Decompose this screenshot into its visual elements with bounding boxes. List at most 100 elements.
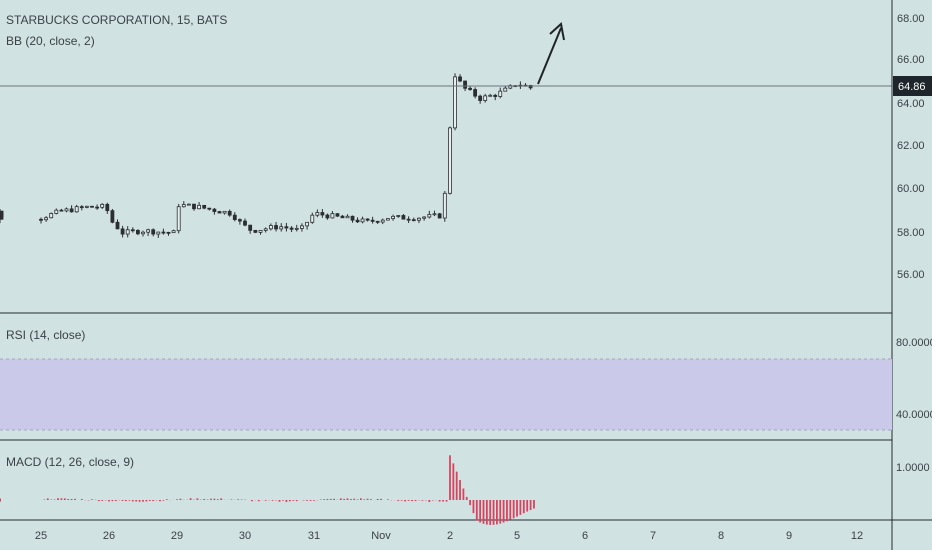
rsi-tick-label: 40.0000 [896, 409, 932, 421]
price-tick-label: 56.00 [897, 269, 925, 281]
candle-body [345, 215, 350, 219]
candle-body [463, 80, 467, 89]
price-tick-label: 62.00 [897, 140, 925, 152]
candle-body [202, 204, 207, 209]
candle-body [417, 217, 421, 221]
time-tick-label: 31 [308, 530, 320, 542]
candle-body [125, 229, 130, 235]
candle-body [39, 218, 43, 221]
candle-body [380, 219, 385, 223]
candle-body [432, 213, 437, 216]
candle-body [401, 215, 406, 220]
candle-body [0, 215, 4, 220]
candle-body [503, 87, 508, 92]
candle-body [274, 225, 278, 230]
candle-body [350, 215, 355, 221]
candle-body [186, 203, 191, 206]
macd-indicator-label[interactable]: MACD (12, 26, close, 9) [6, 455, 134, 469]
candle-body [166, 231, 171, 234]
candle-body [54, 209, 59, 214]
candle-body [49, 213, 54, 219]
candle-body [243, 220, 247, 226]
candle-body [396, 215, 401, 217]
price-tick-label: 68.00 [897, 13, 925, 25]
candle-body [176, 206, 181, 232]
candle-body [458, 76, 462, 82]
price-tick-label: 64.00 [897, 98, 925, 110]
price-tick-label: 66.00 [897, 54, 925, 66]
candle-body [320, 212, 325, 216]
price-pane[interactable] [0, 22, 892, 238]
candle-body [310, 214, 315, 223]
candle-body [437, 213, 442, 219]
price-tick-label: 58.00 [897, 227, 925, 239]
candle-body [422, 216, 427, 219]
candle-body [161, 231, 166, 234]
candle-body [528, 85, 533, 89]
candle-body [305, 221, 310, 227]
candle-body [453, 76, 457, 129]
candle-body [300, 225, 304, 229]
candle-body [478, 95, 483, 101]
candle-body [156, 231, 161, 235]
candle-body [110, 210, 115, 223]
time-axis[interactable]: 25 26 29 30 31 Nov 2 5 6 7 8 9 12 [35, 530, 863, 542]
candle-body [227, 210, 232, 216]
candlesticks [0, 73, 533, 238]
rsi-indicator-label[interactable]: RSI (14, close) [6, 328, 85, 342]
time-tick-label: 12 [851, 530, 863, 542]
candle-body [468, 87, 473, 90]
candle-body [232, 214, 237, 221]
candle-body [151, 229, 156, 235]
price-axis[interactable]: 68.00 66.00 64.00 62.00 60.00 58.00 56.0… [893, 13, 932, 474]
candle-body [258, 229, 263, 233]
candle-body [483, 95, 488, 101]
candle-body [95, 206, 99, 209]
candle-body [115, 221, 120, 230]
candle-body [237, 219, 242, 222]
candle-body [222, 210, 227, 214]
candle-body [279, 226, 284, 230]
candle-body [192, 203, 196, 210]
price-tick-label: 60.00 [897, 183, 925, 195]
candle-body [370, 219, 375, 222]
time-tick-label: 30 [239, 530, 251, 542]
candle-body [171, 230, 176, 234]
candle-body [59, 209, 64, 212]
candle-body [315, 212, 320, 216]
candle-body [263, 228, 268, 231]
time-tick-label: 7 [650, 530, 656, 542]
chart-title: STARBUCKS CORPORATION, 15, BATS [6, 13, 227, 27]
candle-body [253, 229, 258, 233]
rsi-pane[interactable] [0, 358, 892, 431]
candle-body [488, 94, 493, 97]
candle-body [473, 89, 478, 97]
price-badge [893, 76, 932, 96]
candle-body [120, 228, 125, 235]
rsi-band [0, 359, 892, 430]
candle-body [268, 225, 273, 230]
candle-body [217, 211, 222, 214]
time-tick-label: 5 [514, 530, 520, 542]
candle-body [406, 218, 411, 221]
time-tick-label: 26 [103, 530, 115, 542]
candle-body [181, 204, 186, 208]
candle-body [64, 208, 69, 212]
candle-body [130, 229, 135, 232]
candle-body [135, 230, 140, 235]
candle-body [90, 205, 94, 208]
candle-body [207, 207, 212, 210]
arrow-up-icon [537, 22, 565, 85]
candle-body [375, 220, 380, 223]
macd-pane[interactable] [0, 455, 535, 525]
candle-body [335, 213, 340, 217]
bb-indicator-label[interactable]: BB (20, close, 2) [6, 34, 95, 48]
rsi-tick-label: 80.0000 [896, 337, 932, 349]
candle-body [294, 227, 299, 230]
candle-body [212, 208, 217, 212]
time-tick-label: 2 [447, 530, 453, 542]
candle-body [330, 213, 335, 219]
candle-body [284, 226, 289, 229]
